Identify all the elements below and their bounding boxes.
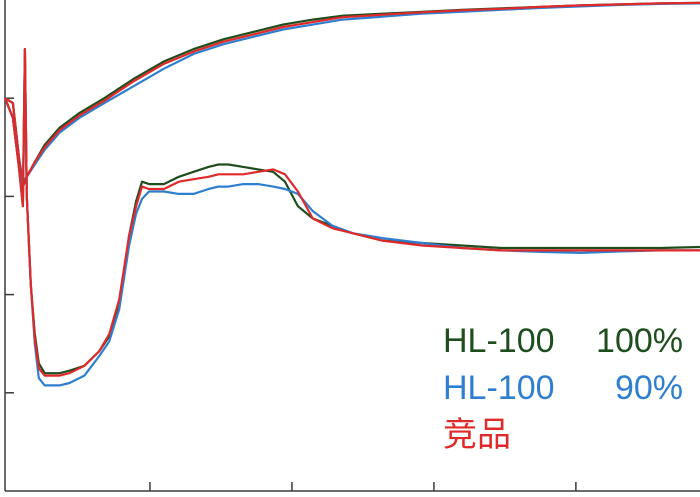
axes	[4, 0, 700, 492]
series-line-5	[4, 1, 700, 188]
legend-label-competitor: 竞品	[443, 416, 511, 454]
series-line-4	[4, 2, 700, 183]
ticks	[5, 97, 577, 491]
legend-label-hl100-90: HL-100	[443, 369, 555, 407]
legend-value-hl100-90: 90%	[615, 369, 683, 407]
series-line-2	[3, 48, 700, 377]
legend-value-hl100-100: 100%	[596, 322, 683, 360]
legend-label-hl100-100: HL-100	[443, 322, 555, 360]
legend: HL-100 100% HL-100 90% 竞品	[443, 322, 683, 454]
series-lines	[3, 1, 700, 387]
series-line-3	[4, 1, 700, 188]
